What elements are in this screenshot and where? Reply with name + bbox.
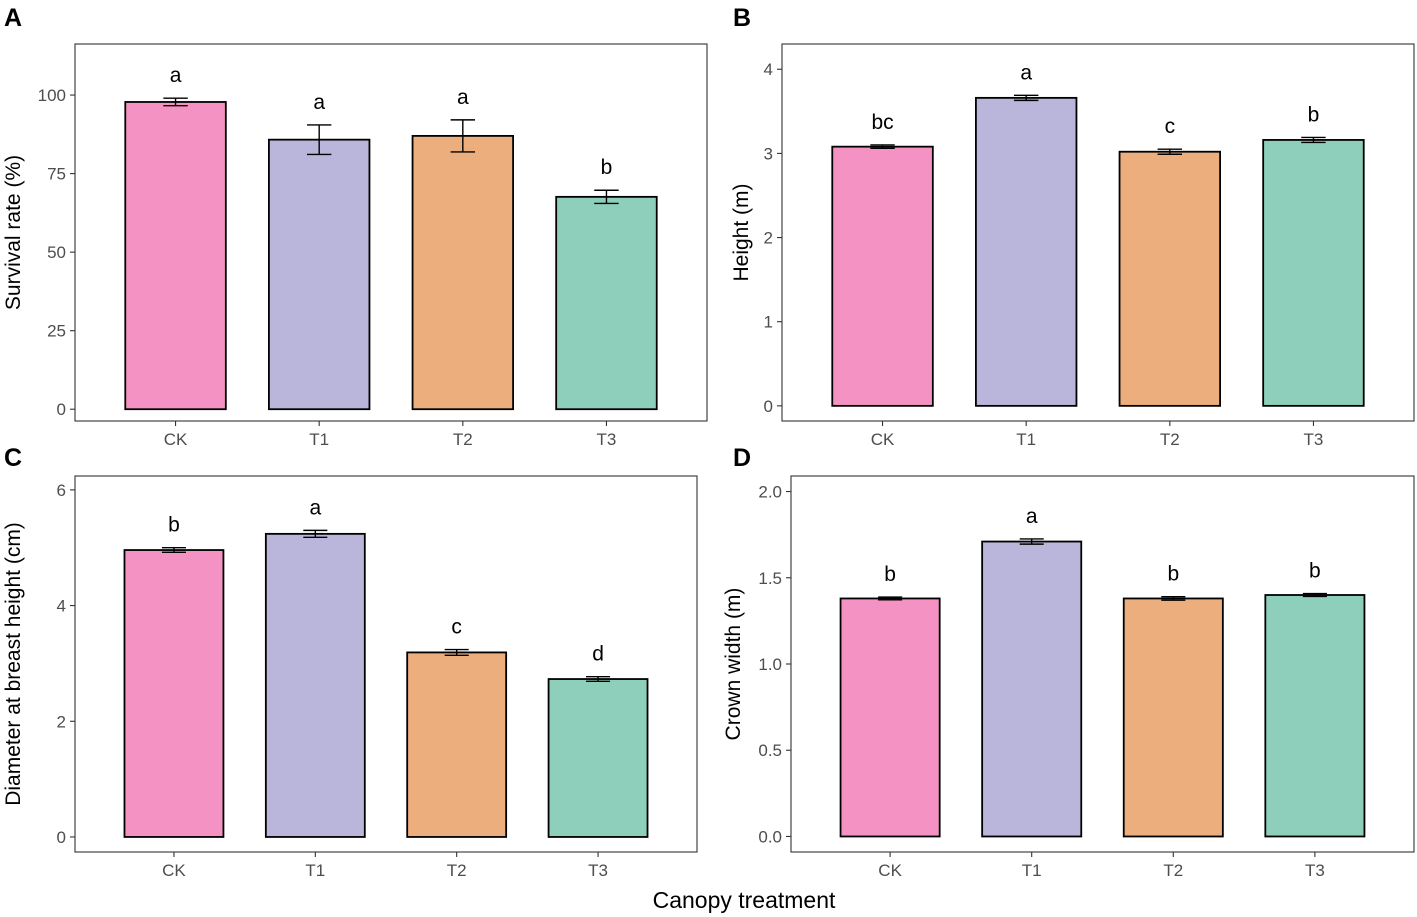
bar bbox=[831, 145, 934, 407]
y-axis-title: Height (m) bbox=[730, 183, 753, 281]
significance-letter: c bbox=[1165, 115, 1176, 138]
significance-letter: a bbox=[1020, 61, 1032, 84]
y-tick-label: 4 bbox=[57, 597, 66, 616]
bar bbox=[411, 134, 514, 411]
bar bbox=[1118, 150, 1221, 407]
x-tick-label: CK bbox=[878, 861, 902, 880]
significance-letter: bc bbox=[871, 111, 893, 134]
bar bbox=[547, 678, 649, 838]
x-tick-label: T1 bbox=[305, 861, 325, 880]
y-tick-label: 0 bbox=[57, 400, 66, 419]
bar bbox=[123, 549, 225, 838]
panel-a: A Survival rate (%) 0 25 50 75 100 a CK a T1 a T2 b T3 bbox=[2, 4, 708, 449]
bar bbox=[555, 195, 658, 411]
y-tick-label: 25 bbox=[47, 322, 66, 341]
significance-letter: b bbox=[168, 514, 180, 537]
x-tick-label: T2 bbox=[447, 861, 467, 880]
bar bbox=[1262, 139, 1365, 407]
x-tick-label: CK bbox=[164, 430, 188, 449]
panel-border bbox=[74, 43, 708, 422]
bar bbox=[839, 597, 941, 838]
y-tick-label: 0 bbox=[57, 828, 66, 847]
bar bbox=[264, 532, 366, 838]
significance-letter: d bbox=[592, 643, 604, 666]
panel-letter: B bbox=[733, 4, 751, 32]
panel-letter: C bbox=[4, 444, 22, 472]
bar bbox=[406, 651, 508, 838]
y-axis-title: Diameter at breast height (cm) bbox=[2, 522, 25, 806]
y-tick-label: 0 bbox=[764, 397, 773, 416]
y-tick-label: 4 bbox=[764, 60, 773, 79]
x-tick-label: CK bbox=[162, 861, 186, 880]
y-tick-label: 2 bbox=[57, 712, 66, 731]
x-tick-label: T3 bbox=[597, 430, 617, 449]
x-tick-label: T3 bbox=[1304, 430, 1324, 449]
significance-letter: a bbox=[457, 86, 469, 109]
significance-letter: a bbox=[170, 64, 182, 87]
y-tick-label: 100 bbox=[38, 86, 66, 105]
y-tick-label: 75 bbox=[47, 165, 66, 184]
significance-letter: c bbox=[451, 616, 462, 639]
y-tick-label: 0.0 bbox=[758, 827, 782, 846]
panel-c: C Diameter at breast height (cm) 0 2 4 6 b CK a T… bbox=[2, 444, 698, 880]
y-tick-label: 2 bbox=[764, 229, 773, 248]
y-tick-label: 1.5 bbox=[758, 569, 782, 588]
significance-letter: b bbox=[1309, 560, 1321, 583]
significance-letter: a bbox=[309, 496, 321, 519]
y-tick-label: 1 bbox=[764, 313, 773, 332]
x-tick-label: CK bbox=[871, 430, 895, 449]
y-tick-label: 3 bbox=[764, 144, 773, 163]
y-tick-label: 50 bbox=[47, 243, 66, 262]
panel-d: D Crown width (m) 0.0 0.5 1.0 1.5 2.0 b CK a T1 b T2… bbox=[722, 444, 1415, 880]
bar bbox=[1264, 594, 1366, 838]
panel-letter: D bbox=[733, 444, 751, 472]
y-tick-label: 1.0 bbox=[758, 655, 782, 674]
bar bbox=[124, 101, 227, 411]
significance-letter: b bbox=[601, 156, 613, 179]
global-x-axis-title: Canopy treatment bbox=[653, 887, 836, 913]
bar bbox=[1122, 597, 1224, 838]
significance-letter: b bbox=[1308, 103, 1320, 126]
y-tick-label: 2.0 bbox=[758, 483, 782, 502]
bar bbox=[981, 540, 1083, 838]
significance-letter: a bbox=[1026, 505, 1038, 528]
panel-border bbox=[74, 475, 698, 853]
x-tick-label: T3 bbox=[588, 861, 608, 880]
panel-border bbox=[781, 43, 1415, 422]
bar bbox=[975, 96, 1078, 407]
x-tick-label: T1 bbox=[309, 430, 329, 449]
y-tick-label: 6 bbox=[57, 481, 66, 500]
significance-letter: a bbox=[313, 91, 325, 114]
y-axis-title: Survival rate (%) bbox=[2, 155, 25, 310]
panel-border bbox=[790, 475, 1415, 853]
x-tick-label: T3 bbox=[1305, 861, 1325, 880]
x-tick-label: T2 bbox=[453, 430, 473, 449]
bar bbox=[268, 138, 371, 411]
y-axis-title: Crown width (m) bbox=[722, 588, 745, 741]
panel-b: B Height (m) 0 1 2 3 4 bc CK a T1 c T2 b T3 bbox=[730, 4, 1415, 449]
significance-letter: b bbox=[1167, 563, 1179, 586]
x-tick-label: T1 bbox=[1016, 430, 1036, 449]
significance-letter: b bbox=[884, 563, 896, 586]
x-tick-label: T1 bbox=[1022, 861, 1042, 880]
y-tick-label: 0.5 bbox=[758, 741, 782, 760]
x-tick-label: T2 bbox=[1160, 430, 1180, 449]
x-tick-label: T2 bbox=[1163, 861, 1183, 880]
panel-letter: A bbox=[4, 4, 22, 32]
